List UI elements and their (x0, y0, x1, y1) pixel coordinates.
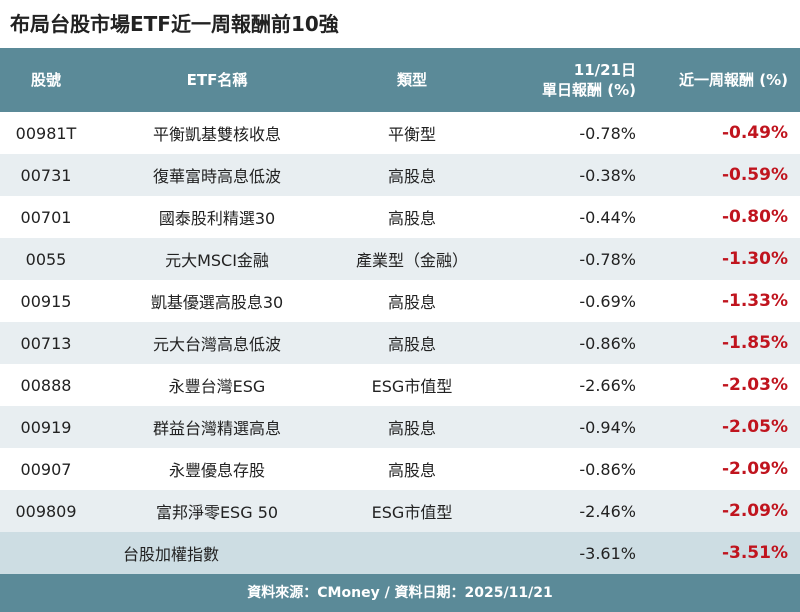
cell-name: 凱基優選高股息30 (150, 293, 284, 312)
cell-weekly-return: -2.09% (721, 459, 788, 479)
cell-weekly-return: -2.03% (721, 375, 788, 395)
cell-name: 永豐優息存股 (168, 461, 265, 480)
table-row: 00731 復華富時高息低波 高股息 -0.38% -0.59% (0, 154, 800, 196)
cell-name: 富邦淨零ESG 50 (155, 503, 279, 522)
summary-label: 台股加權指數 (122, 545, 219, 564)
cell-daily-return: -0.44% (579, 207, 636, 227)
cell-daily-return: -2.66% (579, 375, 636, 395)
cell-type: 高股息 (387, 419, 436, 438)
cell-name: 平衡凱基雙核收息 (152, 125, 281, 144)
cell-code: 00731 (20, 165, 72, 185)
cell-code: 00907 (20, 459, 72, 479)
cell-name: 元大MSCI金融 (165, 251, 269, 270)
cell-weekly-return: -0.80% (721, 207, 788, 227)
cell-weekly-return: -2.05% (721, 417, 788, 437)
summary-daily-return: -3.61% (579, 543, 636, 563)
cell-code: 00888 (20, 375, 72, 395)
cell-weekly-return: -1.30% (721, 249, 788, 269)
cell-code: 00915 (20, 291, 72, 311)
cell-code: 009809 (15, 501, 77, 521)
cell-daily-return: -0.78% (579, 249, 636, 269)
table-row: 00713 元大台灣高息低波 高股息 -0.86% -1.85% (0, 322, 800, 364)
cell-daily-return: -2.46% (579, 501, 636, 521)
cell-daily-return: -0.86% (579, 333, 636, 353)
cell-weekly-return: -0.49% (721, 123, 788, 143)
table-row: 009809 富邦淨零ESG 50 ESG市值型 -2.46% -2.09% (0, 490, 800, 532)
header-daily: 11/21日 單日報酬 (%) (482, 48, 650, 112)
cell-code: 00919 (20, 417, 72, 437)
summary-row: 台股加權指數 -3.61% -3.51% (0, 532, 800, 574)
table-body: 00981T 平衡凱基雙核收息 平衡型 -0.78% -0.49% 00731 復華富時高息… (0, 112, 800, 574)
etf-table: 股號 ETF名稱 類型 11/21日 單日報酬 (%) 近一周報酬 (%) 00… (0, 48, 800, 574)
cell-code: 00701 (20, 207, 72, 227)
summary-weekly-return: -3.51% (721, 543, 788, 563)
cell-type: 高股息 (387, 167, 436, 186)
cell-code: 00713 (20, 333, 72, 353)
cell-weekly-return: -2.09% (721, 501, 788, 521)
header-weekly: 近一周報酬 (%) (679, 71, 788, 89)
cell-type: 高股息 (387, 209, 436, 228)
cell-weekly-return: -0.59% (721, 165, 788, 185)
cell-type: 產業型（金融） (355, 251, 468, 270)
cell-daily-return: -0.78% (579, 123, 636, 143)
cell-name: 元大台灣高息低波 (152, 335, 281, 354)
summary-type-empty (342, 532, 482, 574)
table-row: 00888 永豐台灣ESG ESG市值型 -2.66% -2.03% (0, 364, 800, 406)
cell-daily-return: -0.38% (579, 165, 636, 185)
table-header-row: 股號 ETF名稱 類型 11/21日 單日報酬 (%) 近一周報酬 (%) (0, 48, 800, 112)
header-daily-line2: 單日報酬 (%) (542, 81, 636, 99)
cell-name: 群益台灣精選高息 (152, 419, 281, 438)
cell-type: 平衡型 (387, 125, 436, 144)
cell-daily-return: -0.69% (579, 291, 636, 311)
table-row: 00915 凱基優選高股息30 高股息 -0.69% -1.33% (0, 280, 800, 322)
cell-code: 00981T (15, 123, 77, 143)
cell-weekly-return: -1.33% (721, 291, 788, 311)
table-row: 00701 國泰股利精選30 高股息 -0.44% -0.80% (0, 196, 800, 238)
cell-type: 高股息 (387, 335, 436, 354)
cell-daily-return: -0.86% (579, 459, 636, 479)
table-row: 00981T 平衡凱基雙核收息 平衡型 -0.78% -0.49% (0, 112, 800, 154)
cell-code: 0055 (25, 249, 67, 269)
footer-source: 資料來源：CMoney / 資料日期：2025/11/21 (0, 574, 800, 612)
cell-name: 國泰股利精選30 (158, 209, 276, 228)
cell-type: 高股息 (387, 461, 436, 480)
table-row: 00907 永豐優息存股 高股息 -0.86% -2.09% (0, 448, 800, 490)
cell-type: 高股息 (387, 293, 436, 312)
table-row: 0055 元大MSCI金融 產業型（金融） -0.78% -1.30% (0, 238, 800, 280)
cell-type: ESG市值型 (371, 377, 453, 396)
cell-type: ESG市值型 (371, 503, 453, 522)
header-type: 類型 (396, 71, 427, 89)
header-daily-line1: 11/21日 (573, 61, 636, 79)
header-code: 股號 (30, 71, 61, 89)
cell-name: 復華富時高息低波 (152, 167, 281, 186)
cell-daily-return: -0.94% (579, 417, 636, 437)
cell-name: 永豐台灣ESG (168, 377, 266, 396)
table-row: 00919 群益台灣精選高息 高股息 -0.94% -2.05% (0, 406, 800, 448)
header-name: ETF名稱 (186, 71, 248, 89)
cell-weekly-return: -1.85% (721, 333, 788, 353)
page-title: 布局台股市場ETF近一周報酬前10強 (10, 12, 339, 36)
